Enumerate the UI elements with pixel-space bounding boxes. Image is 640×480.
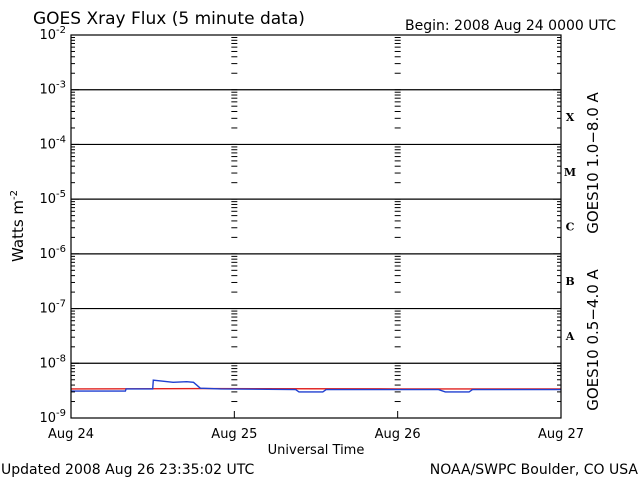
y-tick-label: 10-5 xyxy=(39,189,66,207)
series-layer xyxy=(70,379,561,393)
y-tick-base: 10 xyxy=(39,302,56,317)
y-tick-exponent: -9 xyxy=(56,408,66,419)
y-tick-label: 10-9 xyxy=(39,408,66,426)
y-tick-label: 10-2 xyxy=(39,25,66,43)
x-tick-label: Aug 25 xyxy=(211,427,257,442)
flare-class-label: B xyxy=(565,275,574,288)
y-tick-base: 10 xyxy=(39,28,56,43)
plot-border xyxy=(70,34,562,419)
y-tick-base: 10 xyxy=(39,411,56,426)
legend-goes10-long: GOES10 1.0−8.0 A xyxy=(584,91,602,233)
y-tick-base: 10 xyxy=(39,356,56,371)
footer-credit: NOAA/SWPC Boulder, CO USA xyxy=(430,462,639,478)
x-tick-label: Aug 24 xyxy=(48,427,94,442)
begin-label: Begin: 2008 Aug 24 0000 UTC xyxy=(405,18,616,34)
flare-class-label: A xyxy=(565,330,575,343)
y-axis-label: Watts m-2 xyxy=(9,190,27,262)
y-tick-base: 10 xyxy=(39,192,56,207)
footer-updated: Updated 2008 Aug 26 23:35:02 UTC xyxy=(1,462,254,478)
y-tick-base: 10 xyxy=(39,247,56,262)
y-tick-exponent: -2 xyxy=(56,25,66,36)
y-tick-exponent: -6 xyxy=(56,244,66,255)
legend-goes10-short: GOES10 0.5−4.0 A xyxy=(584,268,602,410)
flare-class-label: M xyxy=(564,166,576,179)
y-tick-label: 10-4 xyxy=(39,134,66,152)
x-tick-label: Aug 27 xyxy=(538,427,584,442)
y-tick-label: 10-3 xyxy=(39,80,66,98)
y-tick-exponent: -8 xyxy=(56,353,66,364)
y-axis-label-sup: -2 xyxy=(9,190,20,200)
x-tick-label: Aug 26 xyxy=(375,427,421,442)
y-tick-base: 10 xyxy=(39,137,56,152)
x-axis-label: Universal Time xyxy=(268,443,365,458)
flare-class-label: X xyxy=(566,111,575,124)
grid-layer xyxy=(71,37,561,419)
y-tick-exponent: -3 xyxy=(56,80,66,91)
y-axis-label-text: Watts m xyxy=(9,200,27,262)
y-tick-exponent: -4 xyxy=(56,134,66,145)
y-tick-label: 10-7 xyxy=(39,299,66,317)
chart-title: GOES Xray Flux (5 minute data) xyxy=(33,9,305,29)
flare-class-label: C xyxy=(566,221,575,234)
y-tick-label: 10-6 xyxy=(39,244,66,262)
series-line xyxy=(71,379,561,393)
plot-frame xyxy=(70,34,562,419)
y-tick-base: 10 xyxy=(39,83,56,98)
y-tick-exponent: -7 xyxy=(56,299,66,310)
y-tick-exponent: -5 xyxy=(56,189,66,200)
y-tick-label: 10-8 xyxy=(39,353,66,371)
